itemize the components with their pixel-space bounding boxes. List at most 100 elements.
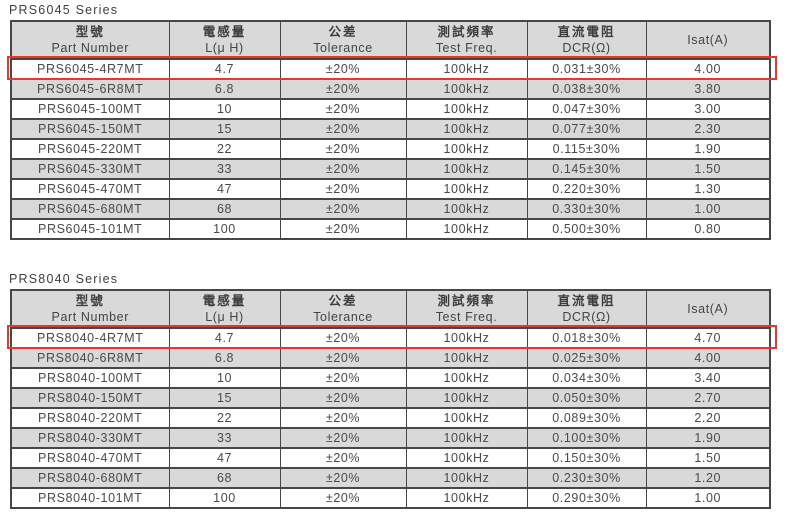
table-cell: ±20% (279, 78, 407, 100)
table-row: PRS8040-220MT 22 ±20% 100kHz 0.089±30% 2.20 (10, 407, 771, 429)
series-section-prs6045: PRS6045 Series 型號 Part Number 電感量 L(μ H) 公差 T… (7, 3, 793, 245)
table-cell: 2.70 (645, 387, 771, 409)
column-header-zh: 測試頻率 (437, 294, 496, 308)
table-cell: PRS8040-330MT (10, 427, 170, 449)
table-cell: ±20% (279, 138, 407, 160)
table-cell: ±20% (279, 407, 407, 429)
table-row: PRS6045-150MT 15 ±20% 100kHz 0.077±30% 2.30 (10, 118, 771, 140)
column-header-zh: 電感量 (202, 25, 247, 39)
table-row: PRS8040-330MT 33 ±20% 100kHz 0.100±30% 1.90 (10, 427, 771, 449)
column-header: 直流電阻 DCR(Ω) (526, 20, 647, 60)
table-cell: 0.220±30% (526, 178, 647, 200)
table-cell: 0.047±30% (526, 98, 647, 120)
table-cell: 100kHz (405, 407, 528, 429)
table-cell: 0.089±30% (526, 407, 647, 429)
table-cell: 33 (168, 158, 281, 180)
table-cell: 1.00 (645, 487, 771, 509)
table-cell: 0.290±30% (526, 487, 647, 509)
table-cell: 0.018±30% (526, 327, 647, 349)
spec-table-wrap-prs6045: 型號 Part Number 電感量 L(μ H) 公差 Tolerance 測試頻率 Tes… (7, 20, 777, 240)
table-cell: 100kHz (405, 98, 528, 120)
table-row: PRS8040-6R8MT 6.8 ±20% 100kHz 0.025±30% 4.00 (10, 347, 771, 369)
table-cell: 100kHz (405, 467, 528, 489)
column-header-en: Tolerance (313, 41, 373, 55)
table-cell: 22 (168, 407, 281, 429)
table-cell: 100kHz (405, 178, 528, 200)
table-row: PRS8040-101MT 100 ±20% 100kHz 0.290±30% 1.00 (10, 487, 771, 509)
table-cell: 1.30 (645, 178, 771, 200)
column-header-en: L(μ H) (205, 41, 244, 55)
table-cell: 1.50 (645, 447, 771, 469)
table-cell: 1.00 (645, 198, 771, 220)
column-header-en: Test Freq. (435, 310, 498, 324)
table-cell: 3.40 (645, 367, 771, 389)
table-cell: 10 (168, 98, 281, 120)
table-cell: 4.00 (645, 58, 771, 80)
column-header: 測試頻率 Test Freq. (405, 20, 528, 60)
column-header-en: Part Number (51, 310, 129, 324)
table-cell: ±20% (279, 178, 407, 200)
table-cell: 100kHz (405, 138, 528, 160)
table-cell: ±20% (279, 427, 407, 449)
column-header-en: DCR(Ω) (562, 41, 611, 55)
table-cell: 0.80 (645, 218, 771, 240)
table-row: PRS8040-4R7MT 4.7 ±20% 100kHz 0.018±30% 4.70 (10, 327, 771, 349)
column-header: 型號 Part Number (10, 20, 170, 60)
table-cell: 2.30 (645, 118, 771, 140)
table-cell: 100kHz (405, 198, 528, 220)
table-cell: ±20% (279, 198, 407, 220)
table-row: PRS6045-470MT 47 ±20% 100kHz 0.220±30% 1.30 (10, 178, 771, 200)
table-cell: ±20% (279, 387, 407, 409)
table-cell: PRS6045-100MT (10, 98, 170, 120)
column-header-en: Part Number (51, 41, 129, 55)
column-header-zh: 直流電阻 (557, 294, 616, 308)
column-header: 電感量 L(μ H) (168, 289, 281, 329)
column-header-zh: 直流電阻 (557, 25, 616, 39)
table-cell: 0.100±30% (526, 427, 647, 449)
table-cell: ±20% (279, 367, 407, 389)
table-row: PRS6045-101MT 100 ±20% 100kHz 0.500±30% 0.80 (10, 218, 771, 240)
column-header: Isat(A) (645, 20, 771, 60)
table-cell: 4.7 (168, 58, 281, 80)
table-row: PRS8040-150MT 15 ±20% 100kHz 0.050±30% 2.70 (10, 387, 771, 409)
table-cell: 0.031±30% (526, 58, 647, 80)
column-header-zh: 公差 (328, 25, 358, 39)
table-cell: 100 (168, 218, 281, 240)
spec-table-prs6045: 型號 Part Number 電感量 L(μ H) 公差 Tolerance 測試頻率 Tes… (10, 20, 771, 240)
column-header: Isat(A) (645, 289, 771, 329)
table-cell: PRS8040-100MT (10, 367, 170, 389)
table-cell: 100kHz (405, 58, 528, 80)
table-cell: PRS6045-470MT (10, 178, 170, 200)
table-cell: 100kHz (405, 367, 528, 389)
column-header-zh: 測試頻率 (437, 25, 496, 39)
table-cell: PRS6045-680MT (10, 198, 170, 220)
table-cell: 100kHz (405, 327, 528, 349)
table-row: PRS6045-330MT 33 ±20% 100kHz 0.145±30% 1.50 (10, 158, 771, 180)
column-header-en: L(μ H) (205, 310, 244, 324)
table-row: PRS8040-680MT 68 ±20% 100kHz 0.230±30% 1.20 (10, 467, 771, 489)
table-cell: 0.145±30% (526, 158, 647, 180)
spec-table-prs8040: 型號 Part Number 電感量 L(μ H) 公差 Tolerance 測試頻率 Tes… (10, 289, 771, 509)
table-cell: 0.230±30% (526, 467, 647, 489)
table-row: PRS6045-6R8MT 6.8 ±20% 100kHz 0.038±30% 3.80 (10, 78, 771, 100)
table-cell: 4.70 (645, 327, 771, 349)
table-cell: 0.330±30% (526, 198, 647, 220)
table-row: PRS8040-100MT 10 ±20% 100kHz 0.034±30% 3.40 (10, 367, 771, 389)
table-row: PRS6045-680MT 68 ±20% 100kHz 0.330±30% 1.00 (10, 198, 771, 220)
table-row: PRS6045-220MT 22 ±20% 100kHz 0.115±30% 1.90 (10, 138, 771, 160)
column-header-en: Tolerance (313, 310, 373, 324)
column-header: 型號 Part Number (10, 289, 170, 329)
column-header-en: DCR(Ω) (562, 310, 611, 324)
table-cell: ±20% (279, 447, 407, 469)
table-cell: 3.80 (645, 78, 771, 100)
table-cell: 0.034±30% (526, 367, 647, 389)
table-cell: 100 (168, 487, 281, 509)
table-cell: 0.077±30% (526, 118, 647, 140)
table-cell: PRS6045-150MT (10, 118, 170, 140)
series-section-prs8040: PRS8040 Series 型號 Part Number 電感量 L(μ H) 公差 T… (7, 272, 793, 514)
table-cell: 100kHz (405, 218, 528, 240)
table-cell: PRS6045-330MT (10, 158, 170, 180)
table-cell: 0.025±30% (526, 347, 647, 369)
table-cell: 47 (168, 447, 281, 469)
